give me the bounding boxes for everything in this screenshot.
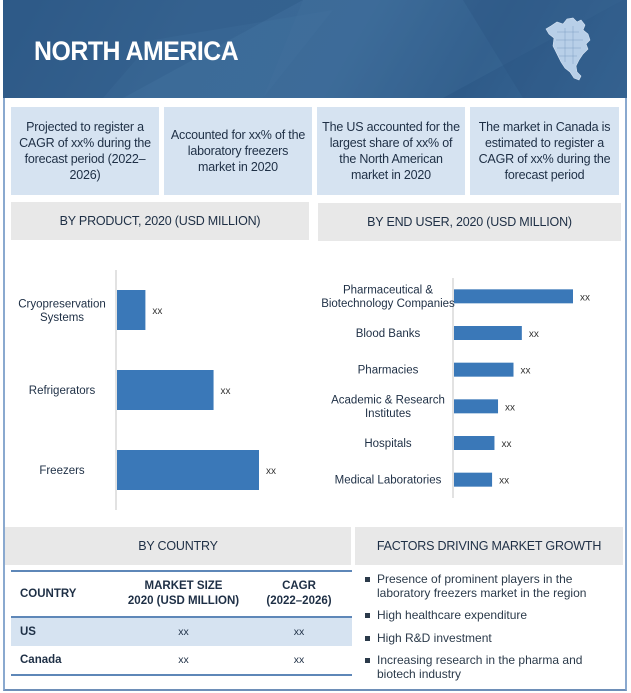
data-label: xx bbox=[266, 466, 276, 477]
highlight-text: Accounted for xx% of the laboratory free… bbox=[170, 128, 306, 174]
highlight-us-share: The US accounted for the largest share o… bbox=[317, 107, 465, 195]
section-by-country: BY COUNTRY bbox=[5, 527, 351, 565]
bar bbox=[454, 326, 522, 340]
bar bbox=[454, 362, 514, 377]
north-america-map-icon bbox=[545, 17, 591, 81]
market-size-cell: xx bbox=[121, 646, 246, 676]
data-label: xx bbox=[221, 386, 231, 397]
highlight-text: The market in Canada is estimated to reg… bbox=[478, 120, 611, 182]
bar bbox=[454, 399, 499, 414]
end-user-bar-chart: xx Pharmaceutical & Biotechnology Companie… bbox=[321, 278, 590, 498]
highlight-text: Projected to register a CAGR of xx% duri… bbox=[19, 120, 151, 182]
table-row: US xx xx bbox=[11, 617, 352, 646]
market-size-cell: xx bbox=[121, 617, 246, 646]
page-title: NORTH AMERICA bbox=[34, 36, 239, 66]
highlight-share: Accounted for xx% of the laboratory free… bbox=[164, 107, 312, 195]
section-factors: FACTORS DRIVING MARKET GROWTH bbox=[355, 527, 623, 565]
category-label: Medical Laboratories bbox=[335, 475, 442, 487]
product-bar-chart: xx Cryopreservation Systems xx Refrigerators… bbox=[18, 270, 276, 510]
highlight-canada-cagr: The market in Canada is estimated to reg… bbox=[470, 107, 619, 195]
data-label: xx bbox=[580, 292, 590, 303]
country-cell: US bbox=[11, 617, 121, 646]
highlight-cagr: Projected to register a CAGR of xx% duri… bbox=[11, 107, 159, 195]
category-label: Blood Banks bbox=[356, 328, 421, 340]
data-label: xx bbox=[499, 476, 509, 487]
factor-item: High R&D investment bbox=[362, 631, 617, 646]
category-label: Freezers bbox=[39, 465, 85, 477]
cagr-cell: xx bbox=[246, 646, 352, 676]
factor-item: Presence of prominent players in the lab… bbox=[362, 572, 617, 600]
section-title: BY PRODUCT, 2020 (USD MILLION) bbox=[59, 214, 261, 228]
country-cell: Canada bbox=[11, 646, 121, 676]
section-title: FACTORS DRIVING MARKET GROWTH bbox=[376, 539, 602, 553]
bar bbox=[454, 436, 495, 450]
bar bbox=[117, 370, 214, 410]
col-header-cagr: CAGR (2022–2026) bbox=[246, 570, 352, 618]
factor-item: High healthcare expenditure bbox=[362, 608, 617, 623]
data-label: xx bbox=[152, 306, 162, 317]
factor-item: Increasing research in the pharma and bi… bbox=[362, 653, 617, 681]
cagr-cell: xx bbox=[246, 617, 352, 646]
data-label: xx bbox=[521, 366, 531, 377]
bar bbox=[117, 290, 146, 330]
region-header: NORTH AMERICA bbox=[3, 0, 627, 98]
section-by-product: BY PRODUCT, 2020 (USD MILLION) bbox=[11, 202, 309, 240]
data-label: xx bbox=[501, 439, 511, 450]
infographic-frame bbox=[3, 0, 627, 691]
category-label: Hospitals bbox=[364, 438, 412, 450]
col-header-country: COUNTRY bbox=[11, 570, 121, 618]
section-title: BY END USER, 2020 (USD MILLION) bbox=[367, 215, 572, 229]
bullet-icon bbox=[365, 577, 370, 582]
category-label: Refrigerators bbox=[29, 385, 96, 397]
growth-factors-list: Presence of prominent players in the lab… bbox=[362, 572, 617, 690]
section-title: BY COUNTRY bbox=[138, 539, 218, 553]
bar bbox=[454, 289, 573, 304]
category-label: Pharmacies bbox=[358, 365, 419, 377]
data-label: xx bbox=[529, 329, 539, 340]
category-label: Academic & Research Institutes bbox=[331, 395, 445, 421]
table-header-row: COUNTRY MARKET SIZE 2020 (USD MILLION) CA… bbox=[11, 570, 352, 618]
country-table: COUNTRY MARKET SIZE 2020 (USD MILLION) CA… bbox=[11, 570, 352, 676]
col-header-market-size: MARKET SIZE 2020 (USD MILLION) bbox=[121, 570, 246, 618]
header-facet-decoration bbox=[3, 0, 627, 98]
category-label: Cryopreservation Systems bbox=[18, 298, 106, 324]
bullet-icon bbox=[365, 658, 370, 663]
bullet-icon bbox=[365, 613, 370, 618]
bar bbox=[454, 472, 493, 487]
category-label: Pharmaceutical & Biotechnology Companies bbox=[321, 285, 455, 311]
data-label: xx bbox=[505, 402, 515, 413]
bar bbox=[117, 450, 259, 490]
bullet-icon bbox=[365, 635, 370, 641]
table-row: Canada xx xx bbox=[11, 646, 352, 676]
section-by-end-user: BY END USER, 2020 (USD MILLION) bbox=[318, 203, 621, 241]
highlight-text: The US accounted for the largest share o… bbox=[322, 120, 460, 182]
